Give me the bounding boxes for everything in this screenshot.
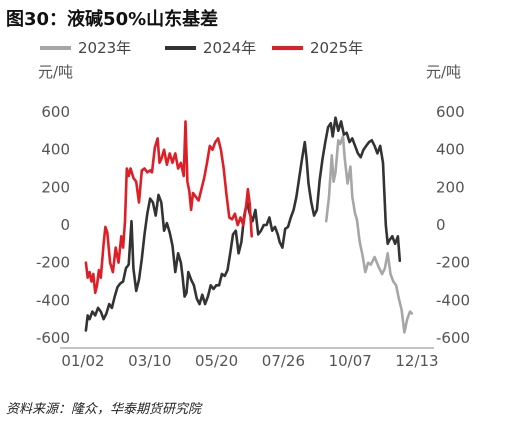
legend-label-1: 2024年 [203,39,256,57]
y-left-tick-label: 200 [41,178,70,196]
x-tick-label: 10/07 [329,352,372,370]
legend-label-0: 2023年 [78,39,131,57]
left-y-axis: 600 400 200 0 -200 -400 -600 [36,103,70,347]
figure-source: 资料来源：隆众，华泰期货研究院 [6,402,202,417]
series-line-0 [324,135,414,334]
right-axis-unit: 元/吨 [426,63,461,81]
x-tick-label: 01/02 [61,352,104,370]
series-layer [84,116,414,334]
figure-title: 图30：液碱50%山东基差 [6,9,219,30]
y-right-tick-label: 0 [436,216,446,234]
x-tick-label: 12/13 [395,352,438,370]
left-axis-unit: 元/吨 [38,63,73,81]
y-left-tick-label: 600 [41,103,70,121]
y-right-tick-label: 400 [436,141,465,159]
x-tick-label: 07/26 [262,352,305,370]
y-right-tick-label: -600 [436,329,470,347]
y-right-tick-label: -400 [436,291,470,309]
y-right-tick-label: 600 [436,103,465,121]
y-left-tick-label: -600 [36,329,70,347]
chart-legend: 2023年 2024年 2025年 [40,39,363,57]
x-axis: 01/02 03/10 05/20 07/26 10/07 12/13 [61,352,438,370]
y-right-tick-label: -200 [436,254,470,272]
right-y-axis: 600 400 200 0 -200 -400 -600 [436,103,470,347]
series-line-1 [84,116,402,332]
x-tick-label: 05/20 [195,352,238,370]
y-left-tick-label: -200 [36,254,70,272]
y-left-tick-label: 0 [60,216,70,234]
y-left-tick-label: -400 [36,291,70,309]
y-left-tick-label: 400 [41,141,70,159]
y-right-tick-label: 200 [436,178,465,196]
series-line-2 [84,120,253,295]
x-tick-label: 03/10 [128,352,171,370]
legend-label-2: 2025年 [310,39,363,57]
